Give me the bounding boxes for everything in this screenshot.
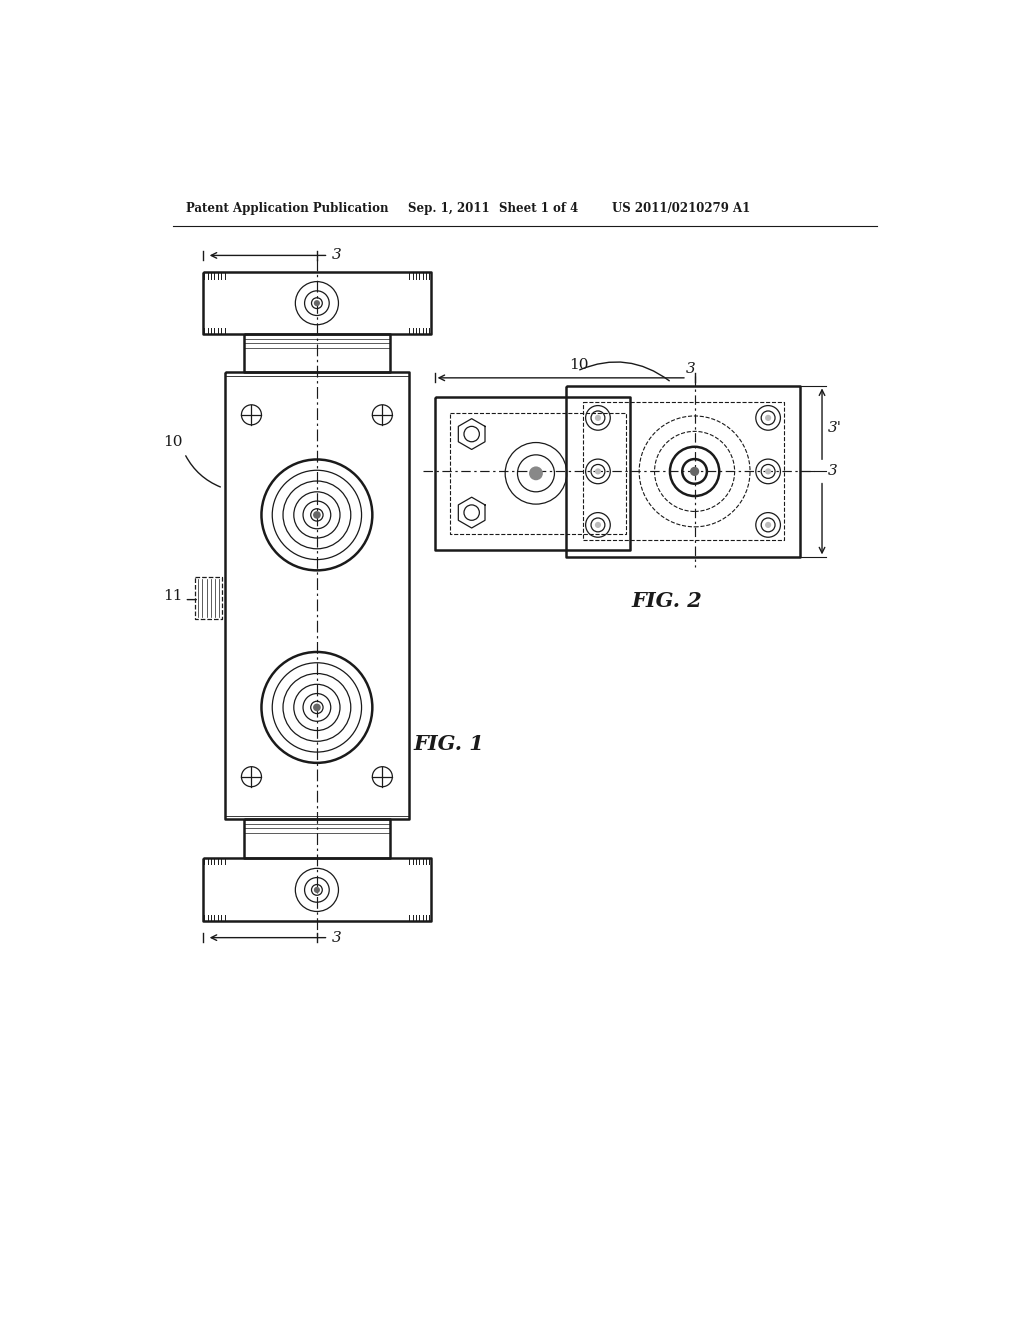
- Circle shape: [765, 469, 771, 474]
- Text: 11: 11: [163, 589, 182, 603]
- Text: 10: 10: [163, 434, 182, 449]
- FancyArrowPatch shape: [185, 455, 220, 487]
- Circle shape: [313, 887, 319, 892]
- Text: 3: 3: [828, 465, 838, 478]
- Text: Sheet 1 of 4: Sheet 1 of 4: [499, 202, 578, 215]
- Text: US 2011/0210279 A1: US 2011/0210279 A1: [611, 202, 750, 215]
- Text: 3: 3: [686, 362, 695, 376]
- Text: Patent Application Publication: Patent Application Publication: [186, 202, 388, 215]
- Circle shape: [529, 466, 543, 480]
- FancyArrowPatch shape: [580, 362, 670, 380]
- Text: 10: 10: [569, 358, 589, 372]
- Text: FIG. 2: FIG. 2: [631, 591, 701, 611]
- Circle shape: [595, 469, 601, 474]
- Circle shape: [313, 300, 319, 306]
- Text: Sep. 1, 2011: Sep. 1, 2011: [408, 202, 489, 215]
- Circle shape: [765, 414, 771, 421]
- Circle shape: [595, 521, 601, 528]
- Text: 3': 3': [828, 421, 842, 436]
- Circle shape: [595, 414, 601, 421]
- Text: FIG. 1: FIG. 1: [414, 734, 484, 754]
- Circle shape: [690, 467, 699, 477]
- Circle shape: [313, 704, 321, 711]
- Circle shape: [765, 521, 771, 528]
- Text: 3: 3: [333, 931, 342, 945]
- Text: 3: 3: [333, 248, 342, 263]
- Circle shape: [313, 511, 321, 519]
